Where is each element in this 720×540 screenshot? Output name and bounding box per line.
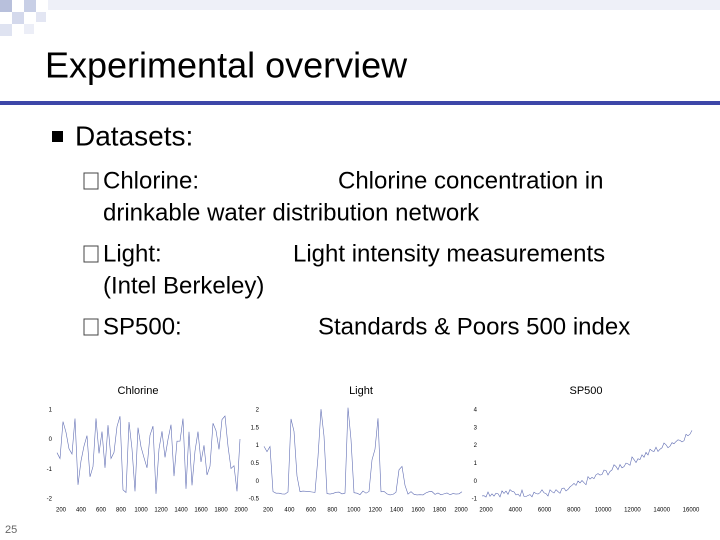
x-tick-label: 1400 [390, 508, 404, 514]
sub-bullet [83, 318, 99, 336]
x-tick-label: 600 [306, 508, 317, 514]
sub-bullet [83, 245, 99, 263]
item-text: Chlorine concentration in [338, 167, 604, 194]
y-tick-label: 2 [474, 443, 478, 449]
slide-title: Experimental overview [45, 45, 408, 86]
x-tick-label: 1000 [347, 508, 361, 514]
bullet [52, 131, 63, 142]
y-tick-label: 1 [49, 408, 53, 414]
y-tick-label: 0 [49, 437, 53, 443]
x-tick-label: 1200 [369, 508, 383, 514]
signal-sketch [56, 415, 241, 494]
item-text-continued: (Intel Berkeley) [103, 272, 264, 299]
y-tick-label: 0.5 [251, 461, 260, 467]
sub-bullet [83, 172, 99, 190]
y-tick-label: 2 [256, 408, 260, 414]
chart-title: Light [349, 385, 373, 397]
y-tick-label: -0.5 [249, 497, 260, 503]
title-rule [0, 101, 720, 105]
x-tick-label: 14000 [653, 508, 670, 514]
chart-title: Chlorine [118, 385, 159, 397]
page-number: 25 [5, 524, 17, 536]
x-tick-label: 16000 [683, 508, 700, 514]
y-tick-label: 3 [474, 425, 478, 431]
x-tick-label: 1400 [174, 508, 188, 514]
x-tick-label: 200 [56, 508, 67, 514]
x-tick-label: 1200 [154, 508, 168, 514]
x-tick-label: 1600 [411, 508, 425, 514]
chart-title: SP500 [569, 385, 602, 397]
x-tick-label: 1800 [214, 508, 228, 514]
x-tick-label: 6000 [538, 508, 552, 514]
y-tick-label: 0 [256, 479, 260, 485]
x-tick-label: 200 [263, 508, 274, 514]
x-tick-label: 10000 [595, 508, 612, 514]
y-tick-label: -1 [47, 467, 53, 473]
item-text-continued: drinkable water distribution network [103, 199, 480, 226]
item-label: Light: [103, 240, 162, 267]
x-tick-label: 2000 [454, 508, 468, 514]
x-tick-label: 4000 [509, 508, 523, 514]
y-tick-label: 4 [474, 408, 478, 414]
signal-sketch [263, 407, 463, 496]
y-tick-label: -1 [472, 497, 478, 503]
y-tick-label: 0 [474, 479, 478, 485]
x-tick-label: 12000 [624, 508, 641, 514]
x-tick-label: 1800 [433, 508, 447, 514]
x-tick-label: 2000 [234, 508, 248, 514]
x-tick-label: 8000 [567, 508, 581, 514]
item-label: SP500: [103, 313, 182, 340]
y-tick-label: 1.5 [251, 425, 260, 431]
signal-sketch [481, 430, 693, 498]
item-text: Standards & Poors 500 index [318, 313, 630, 340]
x-tick-label: 400 [76, 508, 87, 514]
item-label: Chlorine: [103, 167, 199, 194]
x-tick-label: 600 [96, 508, 107, 514]
y-tick-label: -2 [47, 497, 53, 503]
y-tick-label: 1 [256, 443, 260, 449]
x-tick-label: 2000 [479, 508, 493, 514]
bullet-text: Datasets: [75, 120, 193, 151]
x-tick-label: 1600 [194, 508, 208, 514]
corner-decoration [0, 0, 720, 36]
x-tick-label: 1000 [134, 508, 148, 514]
x-tick-label: 400 [284, 508, 295, 514]
x-tick-label: 800 [116, 508, 127, 514]
y-tick-label: 1 [474, 461, 478, 467]
item-text: Light intensity measurements [293, 240, 605, 267]
x-tick-label: 800 [327, 508, 338, 514]
